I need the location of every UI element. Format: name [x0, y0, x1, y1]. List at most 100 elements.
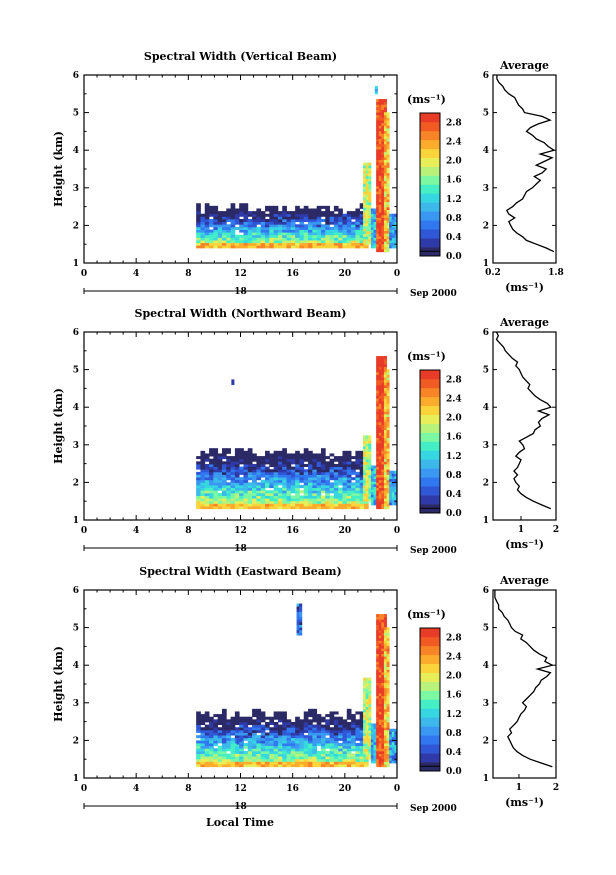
heatmap-cell [378, 632, 382, 636]
heatmap-cell [389, 731, 393, 735]
heatmap-cell [196, 740, 201, 744]
heatmap-cell [295, 732, 300, 736]
heatmap-cell [209, 737, 214, 741]
heatmap-cell [295, 482, 300, 486]
heatmap-cell [381, 233, 385, 237]
heatmap-cell [376, 637, 380, 641]
heatmap-cell [213, 756, 219, 760]
heatmap-cell [230, 750, 236, 754]
heatmap-cell [370, 486, 374, 490]
heatmap-cell [239, 211, 244, 215]
heatmap-cell [252, 245, 257, 249]
heatmap-cell [383, 716, 387, 720]
heatmap-cell [394, 731, 398, 735]
heatmap-cell [230, 745, 236, 749]
heatmap-cells [196, 603, 398, 768]
heatmap-cell [383, 500, 387, 504]
heatmap-cell [333, 458, 339, 462]
heatmap-cell [373, 208, 377, 212]
heatmap-cell [386, 170, 390, 174]
heatmap-cell [383, 141, 387, 145]
heatmap-cell [386, 748, 390, 752]
heatmap-cell [312, 719, 318, 723]
heatmap-cell [378, 621, 382, 625]
heatmap-cell [209, 245, 214, 249]
heatmap-cell [376, 398, 380, 402]
heatmap-cell [381, 419, 385, 423]
heatmap-cell [342, 453, 348, 457]
heatmap-cell [378, 416, 382, 420]
heatmap-cell [378, 640, 382, 644]
heatmap-cell [378, 750, 382, 754]
heatmap-cell [243, 211, 249, 215]
heatmap-cell [346, 456, 352, 460]
heatmap-cell [256, 503, 262, 507]
heatmap-cell [320, 453, 326, 457]
heatmap-cell [312, 456, 318, 460]
heatmap-cell [365, 186, 369, 190]
heatmap-cell [303, 716, 309, 720]
heatmap-cell [295, 474, 300, 478]
heatmap-cell [312, 216, 318, 220]
heatmap-cell [239, 466, 244, 470]
heatmap-cell [265, 506, 270, 510]
heatmap-cell [299, 750, 305, 754]
heatmap-cell [386, 627, 390, 631]
heatmap-cell [308, 245, 313, 249]
heatmap-cell [282, 756, 287, 760]
heatmap-cell [260, 756, 266, 760]
heatmap-cell [376, 453, 380, 457]
heatmap-cell [359, 458, 365, 462]
heatmap-cell [389, 240, 393, 244]
heatmap-cell [234, 756, 240, 760]
y-tick-label: 3 [73, 441, 79, 451]
heatmap-cell [282, 456, 287, 460]
heatmap-cell [204, 477, 210, 481]
heatmap-cell [381, 669, 385, 673]
heatmap-cell [320, 245, 326, 249]
heatmap-cell [383, 761, 387, 765]
heatmap-cell [386, 756, 390, 760]
heatmap-cell [230, 474, 236, 478]
heatmap-cell [342, 224, 348, 228]
heatmap-cell [378, 479, 382, 483]
heatmap-cell [378, 130, 382, 134]
heatmap-cell [376, 217, 380, 221]
heatmap-cell [376, 479, 380, 483]
heatmap-cell [303, 727, 309, 731]
heatmap-cell [303, 761, 309, 765]
heatmap-cell [316, 729, 322, 733]
heatmap-cell [381, 445, 385, 449]
heatmap-cell [329, 463, 335, 468]
heatmap-cell [286, 221, 292, 225]
heatmap-cell [376, 674, 380, 678]
heatmap-cell [381, 708, 385, 712]
heatmap-cell [295, 750, 300, 754]
heatmap-cell [363, 753, 367, 757]
heatmap-cell [376, 477, 380, 481]
heatmap-cell [234, 226, 240, 230]
heatmap-cell [230, 732, 236, 736]
heatmap-cell [325, 237, 330, 241]
heatmap-cell [383, 193, 387, 197]
heatmap-cell [303, 458, 309, 462]
heatmap-cell [383, 385, 387, 389]
heatmap-cell [333, 490, 339, 494]
heatmap-cell [373, 502, 377, 506]
heatmap-cell [386, 385, 390, 389]
heatmap-cell [209, 466, 214, 470]
heatmap-cell [391, 741, 395, 745]
heatmap-cell [376, 690, 380, 694]
heatmap-cell [265, 479, 270, 483]
heatmap-cell [299, 748, 305, 752]
heatmap-cell [243, 503, 249, 507]
heatmap-cell [282, 716, 287, 720]
heatmap-cell [316, 753, 322, 757]
heatmap-cell [320, 213, 326, 217]
heatmap-cell [295, 463, 300, 468]
heatmap-cell [196, 487, 201, 491]
heatmap-cell [333, 498, 339, 502]
heatmap-cell [374, 85, 378, 89]
panel-2: Spectral Width (Northward Beam)0 4 8 12 16 20… [52, 307, 559, 556]
heatmap-cell [346, 461, 352, 465]
